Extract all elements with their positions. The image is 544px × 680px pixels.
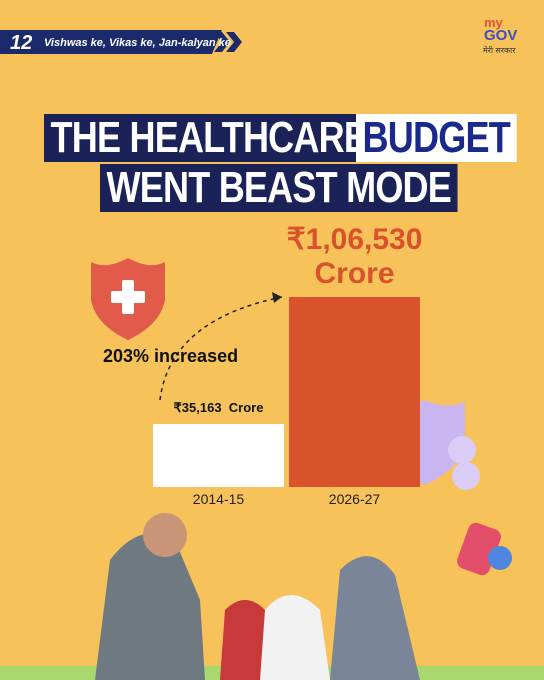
coin <box>448 436 476 464</box>
title-segment: THE HEALTHCARE <box>44 114 374 162</box>
title-segment: WENT BEAST MODE <box>100 164 458 212</box>
header-badge: 12 <box>10 32 33 54</box>
arrow <box>159 296 283 401</box>
x-tick-label: 2014-15 <box>192 491 245 507</box>
title-segment: BUDGET <box>356 114 517 162</box>
logo-top: my <box>484 15 503 30</box>
annotation: 203% increased <box>103 346 239 366</box>
arrow-head <box>272 292 282 303</box>
header-banner <box>0 30 222 54</box>
x-tick-label: 2026-27 <box>328 491 381 507</box>
person <box>330 556 420 680</box>
coin <box>452 462 480 490</box>
header-tagline: Vishwas ke, Vikas ke, Jan-kalyan ke <box>44 37 231 49</box>
person <box>220 600 270 680</box>
value-label: ₹35,163 Crore <box>173 400 264 416</box>
logo-main: GOV <box>484 27 518 44</box>
cross <box>111 291 145 303</box>
person <box>260 595 330 680</box>
bar <box>153 424 284 487</box>
plus-badge <box>488 546 512 570</box>
logo-sub: मेरी सरकार <box>483 46 516 55</box>
value-label: ₹1,06,530 Crore <box>286 223 423 290</box>
person <box>143 513 187 557</box>
chevron <box>214 32 230 52</box>
person <box>95 533 205 680</box>
bar <box>289 297 420 487</box>
chevron <box>226 32 242 52</box>
